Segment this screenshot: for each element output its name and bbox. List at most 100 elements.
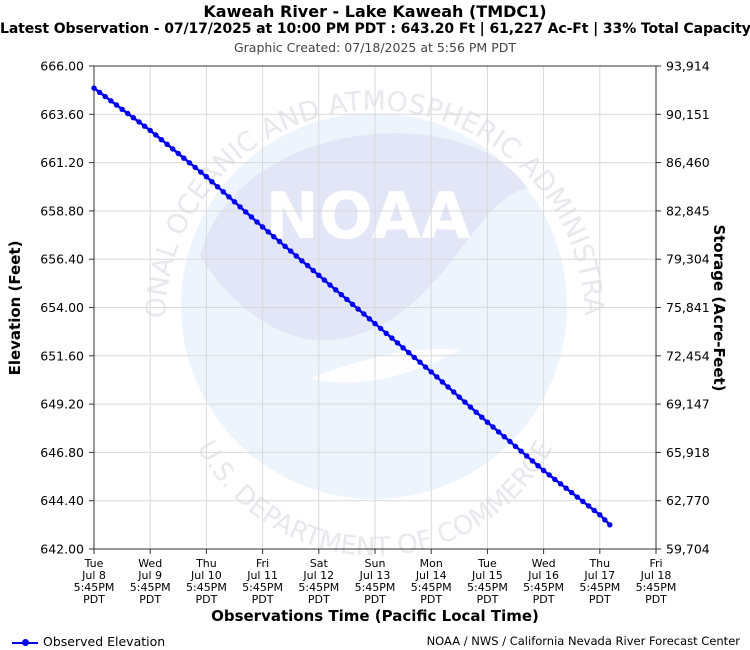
observation-point [186, 160, 193, 166]
observation-point [591, 507, 597, 514]
noaa-watermark: NOAA NATIONAL OCEANIC AND ATMOSPHERIC AD… [0, 0, 609, 563]
y-axis-title: Elevation (Feet) [6, 241, 24, 376]
observation-point [400, 345, 406, 351]
observation-point [220, 189, 226, 195]
observation-point [293, 253, 299, 259]
observation-point [484, 419, 491, 425]
y-tick-label: 654.00 [40, 300, 84, 315]
observation-point [372, 320, 378, 327]
observation-point [102, 93, 108, 100]
observation-point [428, 369, 434, 375]
x-tick-label: Sun Jul 13 5:45PM PDT [355, 557, 396, 606]
observation-point [181, 155, 187, 161]
observation-point [153, 132, 159, 138]
y2-tick-label: 72,454 [666, 348, 710, 363]
observation-point [383, 330, 389, 336]
observation-point [495, 429, 502, 435]
y2-tick-label: 69,147 [666, 397, 710, 412]
observation-point [125, 110, 131, 117]
observation-point [288, 248, 294, 254]
y2-tick-label: 90,151 [666, 107, 710, 122]
observation-point [518, 448, 524, 454]
observation-point [411, 354, 417, 361]
observation-point [96, 89, 103, 96]
y2-tick-label: 65,918 [666, 445, 710, 460]
credit-text: NOAA / NWS / California Nevada River For… [426, 634, 740, 648]
observation-point [546, 472, 552, 478]
observation-point [422, 364, 429, 370]
observation-point [434, 374, 440, 380]
observation-point [451, 389, 457, 395]
y-tick-label: 642.00 [40, 542, 84, 557]
x-axis-title: Observations Time (Pacific Local Time) [211, 607, 539, 625]
observation-point [299, 258, 305, 264]
x-tick-label: Wed Jul 16 5:45PM PDT [523, 557, 564, 606]
observation-point [231, 199, 238, 205]
observation-point [282, 243, 288, 249]
observation-point [209, 179, 215, 185]
observation-point [569, 489, 575, 496]
observation-point [175, 150, 181, 157]
observation-point [377, 325, 384, 332]
observation-point [344, 296, 350, 303]
observation-point [406, 349, 412, 356]
y2-tick-label: 93,914 [666, 59, 710, 74]
y-tick-label: 644.40 [40, 493, 84, 508]
y-tick-label: 656.40 [40, 252, 84, 267]
observation-point [552, 476, 558, 483]
left-axis-ticks: 666.00 663.60 661.20 658.80 656.40 654.00 651.… [40, 59, 94, 557]
observation-point [366, 316, 373, 322]
observation-point [158, 137, 165, 143]
observation-point [214, 184, 221, 190]
y2-tick-label: 79,304 [666, 252, 710, 267]
y-tick-label: 651.60 [40, 348, 84, 363]
observation-point [265, 229, 271, 235]
observation-point [271, 234, 277, 240]
observation-point [574, 494, 580, 500]
observation-point [203, 174, 210, 180]
observation-point [248, 214, 255, 220]
x-tick-label: Thu Jul 10 5:45PM PDT [186, 557, 227, 606]
x-tick-label: Fri Jul 18 5:45PM PDT [636, 557, 677, 606]
x-axis-ticks: Tue Jul 8 5:45PM PDT Wed Jul 9 5:45PM PDT Thu Jul… [74, 549, 677, 606]
y2-tick-label: 62,770 [666, 493, 710, 508]
x-tick-label: Tue Jul 15 5:45PM PDT [467, 557, 508, 606]
x-tick-label: Mon Jul 14 5:45PM PDT [411, 557, 452, 606]
observation-point [585, 503, 592, 509]
observation-point [243, 209, 249, 215]
y-tick-label: 666.00 [40, 59, 84, 74]
observation-point [512, 443, 519, 450]
latest-observation-subtitle: Latest Observation - 07/17/2025 at 10:00… [0, 21, 750, 37]
observation-point [597, 512, 603, 518]
observation-point [192, 164, 198, 171]
observation-point [164, 141, 170, 147]
watermark-logo-text: NOAA [265, 180, 471, 254]
legend: Observed Elevation [12, 634, 165, 649]
observation-point [304, 262, 311, 269]
y-tick-label: 649.20 [40, 397, 84, 412]
observation-point [147, 127, 153, 134]
observation-point [445, 384, 451, 390]
observation-point [198, 169, 204, 175]
observation-point [119, 106, 125, 113]
observation-point [333, 287, 339, 293]
observation-point [113, 102, 120, 108]
observation-point [462, 399, 468, 405]
legend-label: Observed Elevation [43, 634, 166, 649]
x-tick-label: Sat Jul 12 5:45PM PDT [298, 557, 339, 606]
observation-point [276, 238, 283, 245]
observation-point [490, 424, 496, 430]
y-tick-label: 646.80 [40, 445, 84, 460]
x-tick-label: Tue Jul 8 5:45PM PDT [74, 557, 115, 606]
observation-point [237, 204, 243, 210]
observation-point [473, 409, 479, 415]
watermark-wave [310, 349, 460, 383]
x-tick-label: Wed Jul 9 5:45PM PDT [130, 557, 171, 606]
observation-point [507, 438, 513, 445]
observation-point [439, 379, 446, 385]
y2-tick-label: 86,460 [666, 155, 710, 170]
observation-point [141, 123, 148, 129]
observation-point [563, 485, 569, 491]
x-tick-label: Fri Jul 11 5:45PM PDT [242, 557, 283, 606]
observation-point [389, 335, 395, 341]
